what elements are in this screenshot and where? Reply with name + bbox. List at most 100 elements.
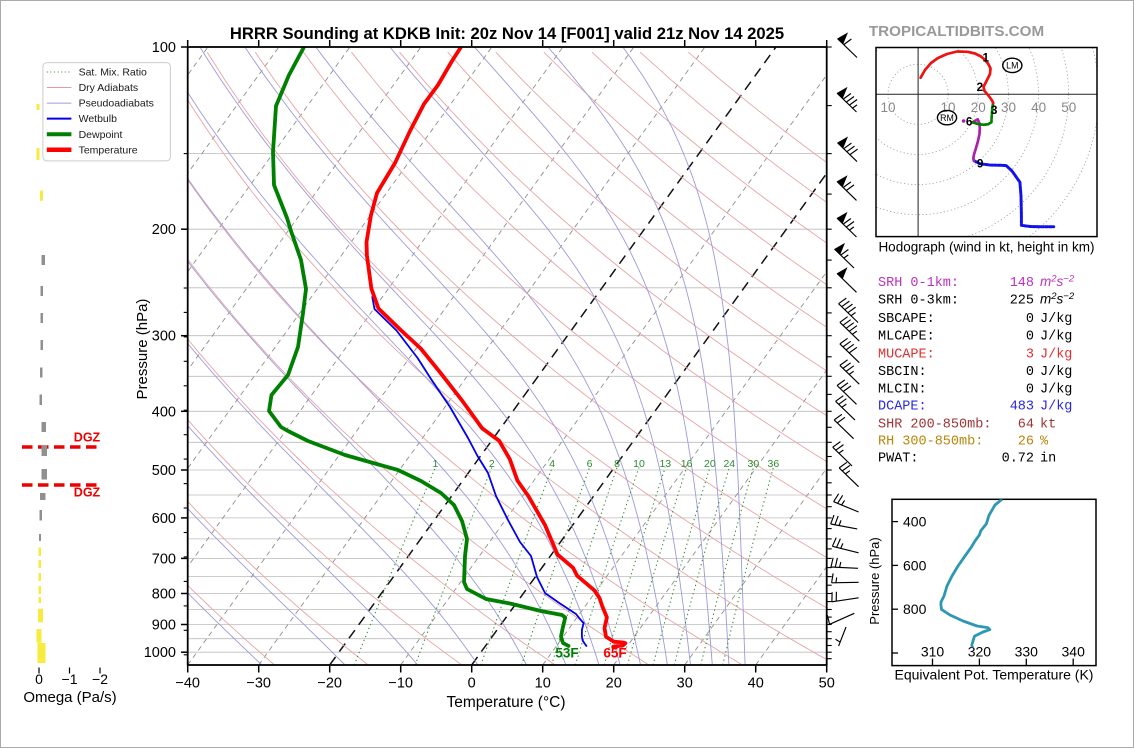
svg-text:483: 483	[1010, 400, 1034, 415]
svg-text:2: 2	[489, 458, 495, 470]
svg-text:Temperature (°C): Temperature (°C)	[446, 694, 565, 711]
svg-text:1: 1	[983, 51, 990, 65]
svg-text:20: 20	[704, 458, 716, 470]
svg-text:SRH 0-1km:: SRH 0-1km:	[878, 276, 959, 291]
svg-text:0: 0	[468, 676, 476, 692]
svg-text:600: 600	[903, 557, 927, 573]
svg-text:6: 6	[966, 114, 973, 128]
svg-text:−40: −40	[175, 676, 200, 692]
svg-text:26: 26	[1018, 434, 1034, 449]
svg-text:4: 4	[549, 458, 555, 470]
svg-text:0.72: 0.72	[1002, 452, 1034, 467]
svg-text:400: 400	[903, 514, 927, 530]
svg-text:DGZ: DGZ	[74, 431, 101, 445]
svg-text:J/kg: J/kg	[1040, 400, 1072, 415]
svg-text:PWAT:: PWAT:	[878, 452, 919, 467]
svg-text:Wetbulb: Wetbulb	[79, 113, 117, 125]
svg-text:300: 300	[152, 329, 176, 345]
svg-text:−10: −10	[388, 676, 413, 692]
svg-text:30: 30	[1001, 100, 1016, 115]
svg-text:100: 100	[152, 40, 176, 56]
svg-text:10: 10	[535, 676, 551, 692]
svg-text:53F: 53F	[555, 646, 578, 661]
svg-text:2: 2	[977, 80, 984, 94]
svg-text:330: 330	[1015, 644, 1039, 660]
svg-text:30: 30	[677, 676, 693, 692]
svg-text:20: 20	[971, 100, 986, 115]
svg-text:400: 400	[152, 404, 176, 420]
svg-text:65F: 65F	[603, 646, 626, 661]
svg-text:TROPICALTIDBITS.COM: TROPICALTIDBITS.COM	[869, 23, 1044, 40]
svg-text:SHR 200-850mb:: SHR 200-850mb:	[878, 417, 991, 432]
svg-text:SBCIN:: SBCIN:	[878, 365, 927, 380]
svg-text:3: 3	[1026, 348, 1034, 363]
svg-text:Temperature: Temperature	[79, 144, 138, 156]
svg-text:9: 9	[977, 157, 984, 171]
svg-text:Equivalent Pot. Temperature (K: Equivalent Pot. Temperature (K)	[895, 667, 1094, 683]
svg-text:Pressure (hPa): Pressure (hPa)	[134, 299, 151, 400]
svg-text:Pseudoadiabats: Pseudoadiabats	[79, 98, 154, 110]
svg-text:RH 300-850mb:: RH 300-850mb:	[878, 434, 983, 449]
svg-text:800: 800	[903, 601, 927, 617]
svg-text:HRRR Sounding at KDKB Init: 20: HRRR Sounding at KDKB Init: 20z Nov 14 […	[230, 24, 784, 43]
svg-text:DCAPE:: DCAPE:	[878, 400, 927, 415]
svg-text:40: 40	[1031, 100, 1046, 115]
svg-text:24: 24	[723, 458, 735, 470]
svg-text:SBCAPE:: SBCAPE:	[878, 312, 935, 327]
svg-text:MLCIN:: MLCIN:	[878, 382, 927, 397]
svg-text:MUCAPE:: MUCAPE:	[878, 348, 935, 363]
svg-text:500: 500	[152, 463, 176, 479]
svg-text:kt: kt	[1040, 417, 1056, 432]
svg-text:−2: −2	[92, 671, 108, 687]
svg-text:1000: 1000	[144, 645, 176, 661]
svg-text:30: 30	[748, 458, 760, 470]
svg-text:−20: −20	[317, 676, 342, 692]
svg-text:−30: −30	[246, 676, 271, 692]
svg-text:DGZ: DGZ	[74, 486, 101, 500]
svg-text:200: 200	[152, 222, 176, 238]
svg-text:0: 0	[1026, 382, 1034, 397]
svg-text:40: 40	[748, 676, 764, 692]
svg-text:0: 0	[1026, 312, 1034, 327]
svg-text:Pressure (hPa): Pressure (hPa)	[867, 537, 882, 624]
svg-text:36: 36	[768, 458, 780, 470]
svg-text:0: 0	[35, 671, 43, 687]
svg-text:50: 50	[819, 676, 835, 692]
svg-text:J/kg: J/kg	[1040, 330, 1072, 345]
svg-text:50: 50	[1061, 100, 1076, 115]
svg-text:SRH 0-3km:: SRH 0-3km:	[878, 294, 959, 309]
svg-text:J/kg: J/kg	[1040, 312, 1072, 327]
svg-text:148: 148	[1010, 276, 1034, 291]
svg-text:Dewpoint: Dewpoint	[79, 129, 123, 141]
svg-text:16: 16	[681, 458, 693, 470]
svg-text:Hodograph (wind in kt, height: Hodograph (wind in kt, height in km)	[878, 240, 1094, 255]
svg-text:0: 0	[1026, 365, 1034, 380]
svg-text:20: 20	[606, 676, 622, 692]
svg-text:Omega (Pa/s): Omega (Pa/s)	[23, 689, 116, 706]
svg-text:RM: RM	[940, 113, 954, 123]
svg-text:Dry Adiabats: Dry Adiabats	[79, 82, 139, 94]
svg-text:0: 0	[1026, 330, 1034, 345]
svg-text:MLCAPE:: MLCAPE:	[878, 330, 935, 345]
svg-text:320: 320	[968, 644, 992, 660]
svg-text:8: 8	[614, 458, 620, 470]
svg-text:64: 64	[1018, 417, 1034, 432]
svg-text:225: 225	[1010, 294, 1034, 309]
svg-text:10: 10	[880, 100, 895, 115]
svg-text:600: 600	[152, 511, 176, 527]
svg-text:1: 1	[432, 458, 438, 470]
svg-text:10: 10	[633, 458, 645, 470]
svg-text:6: 6	[587, 458, 593, 470]
svg-text:−1: −1	[62, 671, 78, 687]
svg-text:Sat. Mix. Ratio: Sat. Mix. Ratio	[79, 67, 147, 79]
svg-text:%: %	[1040, 434, 1049, 449]
svg-text:340: 340	[1062, 644, 1086, 660]
svg-text:700: 700	[152, 551, 176, 567]
svg-text:LM: LM	[1006, 61, 1018, 71]
svg-text:900: 900	[152, 618, 176, 634]
svg-text:J/kg: J/kg	[1040, 365, 1072, 380]
svg-text:3: 3	[991, 103, 998, 117]
svg-text:310: 310	[921, 644, 945, 660]
svg-text:J/kg: J/kg	[1040, 348, 1072, 363]
svg-text:J/kg: J/kg	[1040, 382, 1072, 397]
